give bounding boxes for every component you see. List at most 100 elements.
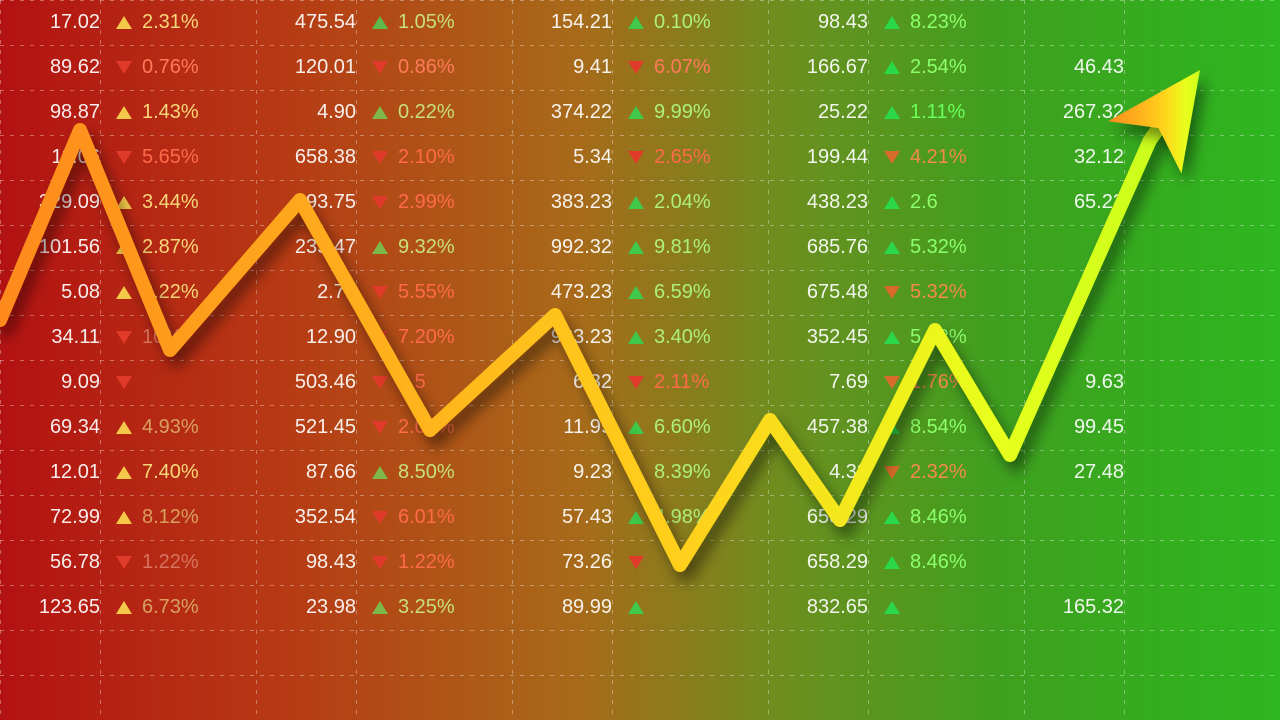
pct-change: 2.31% bbox=[138, 11, 199, 34]
down-triangle-icon bbox=[628, 376, 644, 389]
ticker-cell: 23.983.25% bbox=[256, 585, 512, 630]
down-triangle-icon bbox=[116, 151, 132, 164]
up-triangle-icon bbox=[628, 511, 644, 524]
price-value: 11.99 bbox=[512, 416, 618, 439]
ticker-cell: 165.32 bbox=[1024, 585, 1280, 630]
up-triangle-icon bbox=[884, 421, 900, 434]
pct-change: 8.46% bbox=[906, 551, 967, 574]
pct-change: 8.39% bbox=[650, 461, 711, 484]
ticker-cell: 123.656.73% bbox=[0, 585, 256, 630]
price-value: 9.41 bbox=[512, 56, 618, 79]
price-value: 457.38 bbox=[768, 416, 874, 439]
ticker-row: 69.344.93%521.452.00%11.996.60%457.388.5… bbox=[0, 405, 1280, 450]
ticker-cell: 438.23 2.6 bbox=[768, 180, 1024, 225]
pct-change: 8.46% bbox=[906, 506, 967, 529]
ticker-cell: 5.342.65% bbox=[512, 135, 768, 180]
ticker-cell: 87.668.50% bbox=[256, 450, 512, 495]
up-triangle-icon bbox=[372, 601, 388, 614]
down-triangle-icon bbox=[884, 286, 900, 299]
ticker-cell: 457.38 8.54% bbox=[768, 405, 1024, 450]
price-value: 352.45 bbox=[768, 326, 874, 349]
pct-change: 2.6 bbox=[906, 191, 938, 214]
ticker-cell: 73.26 bbox=[512, 540, 768, 585]
price-value: 438.23 bbox=[768, 191, 874, 214]
price-value: 165.32 bbox=[1024, 596, 1130, 619]
price-value: 675.48 bbox=[768, 281, 874, 304]
pct-change: 8.23% bbox=[906, 11, 967, 34]
ticker-cell: 923.233.40% bbox=[512, 315, 768, 360]
down-triangle-icon bbox=[372, 421, 388, 434]
pct-change: 2.10% bbox=[394, 146, 455, 169]
ticker-row: 11.065.65%658.382.10%5.342.65%199.444.21… bbox=[0, 135, 1280, 180]
price-value: 166.67 bbox=[768, 56, 874, 79]
pct-change: 5.55% bbox=[394, 281, 455, 304]
price-value: 5.08 bbox=[0, 281, 106, 304]
up-triangle-icon bbox=[116, 466, 132, 479]
ticker-cell: 4.332.32% bbox=[768, 450, 1024, 495]
pct-change: 1.43% bbox=[138, 101, 199, 124]
up-triangle-icon bbox=[116, 601, 132, 614]
ticker-cell: 9.238.39% bbox=[512, 450, 768, 495]
up-triangle-icon bbox=[884, 601, 900, 614]
price-value: 12.01 bbox=[0, 461, 106, 484]
price-value: 98.87 bbox=[0, 101, 106, 124]
price-value: 101.56 bbox=[0, 236, 106, 259]
down-triangle-icon bbox=[628, 556, 644, 569]
price-value: 374.22 bbox=[512, 101, 618, 124]
ticker-cell: 658.29 8.46% bbox=[768, 495, 1024, 540]
pct-change: 2.87% bbox=[138, 236, 199, 259]
price-value: 4.90 bbox=[256, 101, 362, 124]
ticker-cell: 12.907.20% bbox=[256, 315, 512, 360]
pct-change: 1.11% bbox=[906, 101, 965, 124]
price-value: 658.29 bbox=[768, 551, 874, 574]
up-triangle-icon bbox=[628, 331, 644, 344]
ticker-cell: 56.781.22% bbox=[0, 540, 256, 585]
pct-change: 6.01% bbox=[394, 506, 455, 529]
up-triangle-icon bbox=[628, 241, 644, 254]
ticker-cell: 12.017.40% bbox=[0, 450, 256, 495]
ticker-cell: 329.093.44% bbox=[0, 180, 256, 225]
pct-change: 0.76% bbox=[138, 56, 199, 79]
pct-change: 9.81% bbox=[650, 236, 711, 259]
ticker-row: 101.562.87%235.479.32%992.329.81%685.765… bbox=[0, 225, 1280, 270]
up-triangle-icon bbox=[628, 196, 644, 209]
ticker-cell: 25.221.11% bbox=[768, 90, 1024, 135]
up-triangle-icon bbox=[116, 511, 132, 524]
price-value: 87.66 bbox=[256, 461, 362, 484]
ticker-cell: 473.236.59% bbox=[512, 270, 768, 315]
ticker-cell: 658.382.10% bbox=[256, 135, 512, 180]
price-value: 383.23 bbox=[512, 191, 618, 214]
ticker-row: 5.088.22%2.785.55%473.236.59%675.485.32% bbox=[0, 270, 1280, 315]
price-value: 235.47 bbox=[256, 236, 362, 259]
down-triangle-icon bbox=[116, 556, 132, 569]
price-value: 65.23 bbox=[1024, 191, 1130, 214]
pct-change: 6.60% bbox=[650, 416, 711, 439]
up-triangle-icon bbox=[628, 16, 644, 29]
down-triangle-icon bbox=[372, 196, 388, 209]
ticker-cell: 4.900.22% bbox=[256, 90, 512, 135]
down-triangle-icon bbox=[372, 151, 388, 164]
ticker-cell: 2.785.55% bbox=[256, 270, 512, 315]
up-triangle-icon bbox=[884, 556, 900, 569]
up-triangle-icon bbox=[116, 421, 132, 434]
price-value: 658.29 bbox=[768, 506, 874, 529]
down-triangle-icon bbox=[372, 556, 388, 569]
pct-change: 8.54% bbox=[906, 416, 967, 439]
price-value: 503.46 bbox=[256, 371, 362, 394]
ticker-cell: 9.63 bbox=[1024, 360, 1280, 405]
ticker-cell: 685.765.32% bbox=[768, 225, 1024, 270]
ticker-cell: 101.56 2.87% bbox=[0, 225, 256, 270]
price-value: 72.99 bbox=[0, 506, 106, 529]
pct-change: 6.07% bbox=[650, 56, 711, 79]
price-value: 34.11 bbox=[0, 326, 106, 349]
ticker-cell: 9.09 bbox=[0, 360, 256, 405]
price-value: 98.43 bbox=[256, 551, 362, 574]
pct-change: 2.32% bbox=[906, 461, 967, 484]
pct-change: 5.32% bbox=[906, 236, 967, 259]
pct-change: 2.99% bbox=[394, 191, 455, 214]
ticker-cell: 166.672.54% bbox=[768, 45, 1024, 90]
down-triangle-icon bbox=[628, 151, 644, 164]
price-value: 352.54 bbox=[256, 506, 362, 529]
ticker-cell: 89.620.76% bbox=[0, 45, 256, 90]
pct-change: 3.44% bbox=[138, 191, 199, 214]
